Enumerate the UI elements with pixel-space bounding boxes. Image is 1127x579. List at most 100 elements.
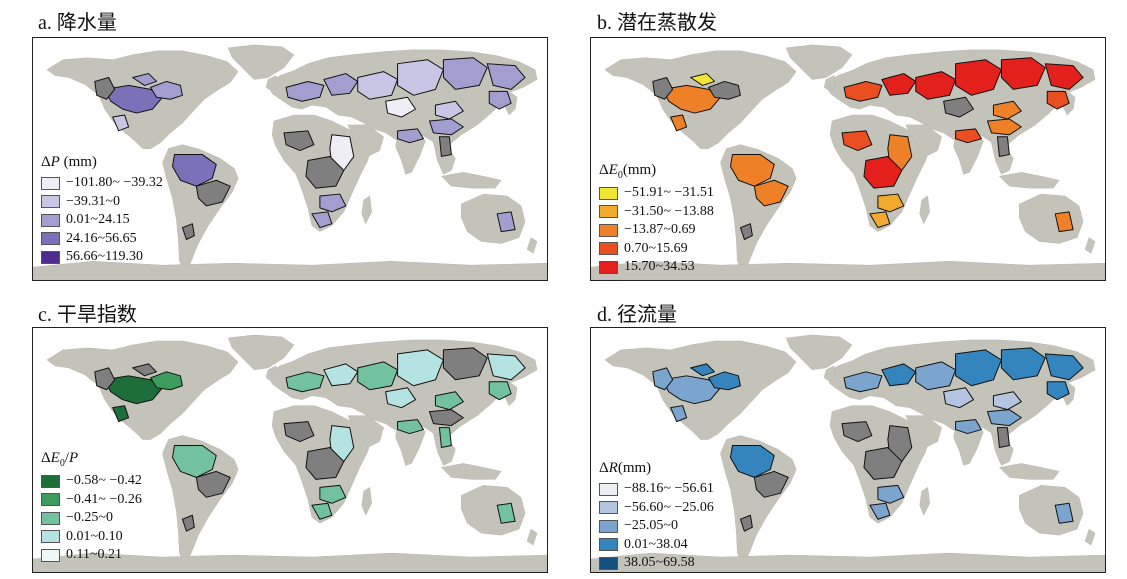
mississippi-basin (104, 84, 163, 114)
amazon-basin (729, 154, 775, 187)
legend-variable: P (50, 154, 60, 170)
congo-basin (863, 156, 903, 189)
legend-swatch (41, 195, 60, 209)
legend-label: 56.66~119.30 (66, 249, 144, 265)
legend-item: 15.70~34.53 (599, 258, 714, 277)
land-indonesia (998, 463, 1060, 480)
murray-basin (1054, 211, 1074, 233)
ganges-basin (955, 128, 982, 144)
land-uk (265, 365, 279, 383)
legend-swatch (41, 530, 60, 544)
europe-basin-1 (285, 371, 325, 393)
legend-d: ΔR(mm) −88.16~ −56.61 −56.60~ −25.06 −25.05… (599, 460, 714, 572)
yangtze-basin (986, 118, 1022, 136)
legend-c: ΔE0/P −0.58~ −0.42 −0.41~ −0.26 −0.25~0 0.01… (41, 450, 142, 565)
legend-label: −0.58~ −0.42 (66, 473, 142, 489)
land-new-zealand (1084, 528, 1096, 546)
legend-label: −0.41~ −0.26 (66, 491, 142, 507)
legend-label: −101.80~ −39.32 (66, 175, 163, 191)
legend-swatch (41, 493, 60, 507)
niger-basin (283, 130, 315, 152)
niger-basin (283, 421, 315, 443)
orange-basin (311, 211, 333, 229)
land-madagascar (361, 195, 372, 225)
panel-a-map: ΔP (mm) −101.80~ −39.32 −39.31~0 0.01~24.15… (32, 37, 548, 281)
central-asia-basin (385, 96, 417, 118)
legend-swatch (41, 474, 60, 488)
legend-item: −31.50~ −13.88 (599, 203, 714, 222)
legend-item: −25.05~0 (599, 517, 714, 536)
land-uk (823, 365, 837, 383)
niger-basin (841, 130, 873, 152)
yangtze-basin (428, 118, 464, 136)
legend-label: −88.16~ −56.61 (624, 481, 714, 497)
hudson-basin (690, 363, 716, 377)
legend-swatch (599, 186, 618, 200)
ob-basin (397, 349, 444, 387)
ganges-basin (955, 419, 982, 435)
land-greenland (785, 44, 853, 80)
mexico-basin (670, 405, 688, 423)
legend-symbol: Δ (599, 460, 609, 476)
ob-basin (955, 59, 1002, 96)
legend-label: −13.87~0.69 (624, 222, 696, 238)
land-indonesia (998, 172, 1060, 189)
congo-basin (305, 156, 345, 189)
land-uk (823, 75, 837, 92)
land-australia (461, 193, 526, 244)
parana-basin (195, 470, 231, 498)
legend-symbol: Δ (41, 450, 51, 466)
amur-basin (488, 90, 512, 110)
mekong-basin (996, 136, 1010, 158)
legend-label: 15.70~34.53 (624, 259, 695, 275)
legend-swatch (41, 548, 60, 562)
legend-item: −51.91~ −31.51 (599, 184, 714, 203)
land-indonesia (440, 172, 502, 189)
europe-basin-2 (323, 73, 359, 96)
land-new-zealand (1084, 237, 1096, 254)
land-greenland (227, 44, 295, 80)
land-arabia (347, 415, 384, 448)
central-asia-basin (943, 387, 975, 409)
murray-basin (1054, 502, 1074, 524)
europe-basin-2 (323, 363, 359, 387)
legend-title: ΔP (mm) (41, 154, 163, 171)
mississippi-basin (662, 84, 721, 114)
land-madagascar (919, 195, 930, 225)
legend-swatch (599, 205, 618, 219)
legend-variable: E (608, 162, 618, 178)
legend-title: ΔE0/P (41, 450, 142, 469)
legend-a: ΔP (mm) −101.80~ −39.32 −39.31~0 0.01~24.15… (41, 154, 163, 267)
world-map-c (33, 328, 547, 572)
amazon-basin (729, 445, 775, 478)
legend-label: −56.60~ −25.06 (624, 499, 714, 515)
land-greenland (785, 334, 853, 371)
land-arabia (905, 415, 942, 448)
volga-basin (915, 361, 957, 391)
legend-label: 0.01~0.10 (66, 528, 123, 544)
orange-basin (869, 502, 891, 520)
legend-swatch (41, 250, 60, 264)
niger-basin (841, 421, 873, 443)
central-asia-basin (385, 387, 417, 409)
great-lakes-basin (150, 371, 183, 391)
land-antarctica (591, 260, 1105, 280)
legend-label: 24.16~56.65 (66, 230, 137, 246)
legend-swatch (41, 232, 60, 246)
parana-basin (753, 179, 789, 207)
ob-basin (955, 349, 1002, 387)
land-australia (461, 485, 526, 536)
legend-swatch (599, 501, 618, 515)
legend-item: 0.01~24.15 (41, 211, 163, 230)
yellow-river-basin (992, 100, 1022, 120)
north-america-west-basin (94, 77, 116, 100)
land-antarctica (33, 552, 547, 572)
panel-a-title: a. 降水量 (38, 12, 117, 34)
legend-label: 38.05~69.58 (624, 555, 695, 571)
legend-label: 0.11~0.21 (66, 547, 123, 563)
yangtze-basin (428, 409, 464, 427)
legend-item: −101.80~ −39.32 (41, 174, 163, 193)
north-america-west-basin (94, 367, 116, 391)
yellow-river-basin (434, 100, 464, 120)
legend-label: −31.50~ −13.88 (624, 203, 714, 219)
